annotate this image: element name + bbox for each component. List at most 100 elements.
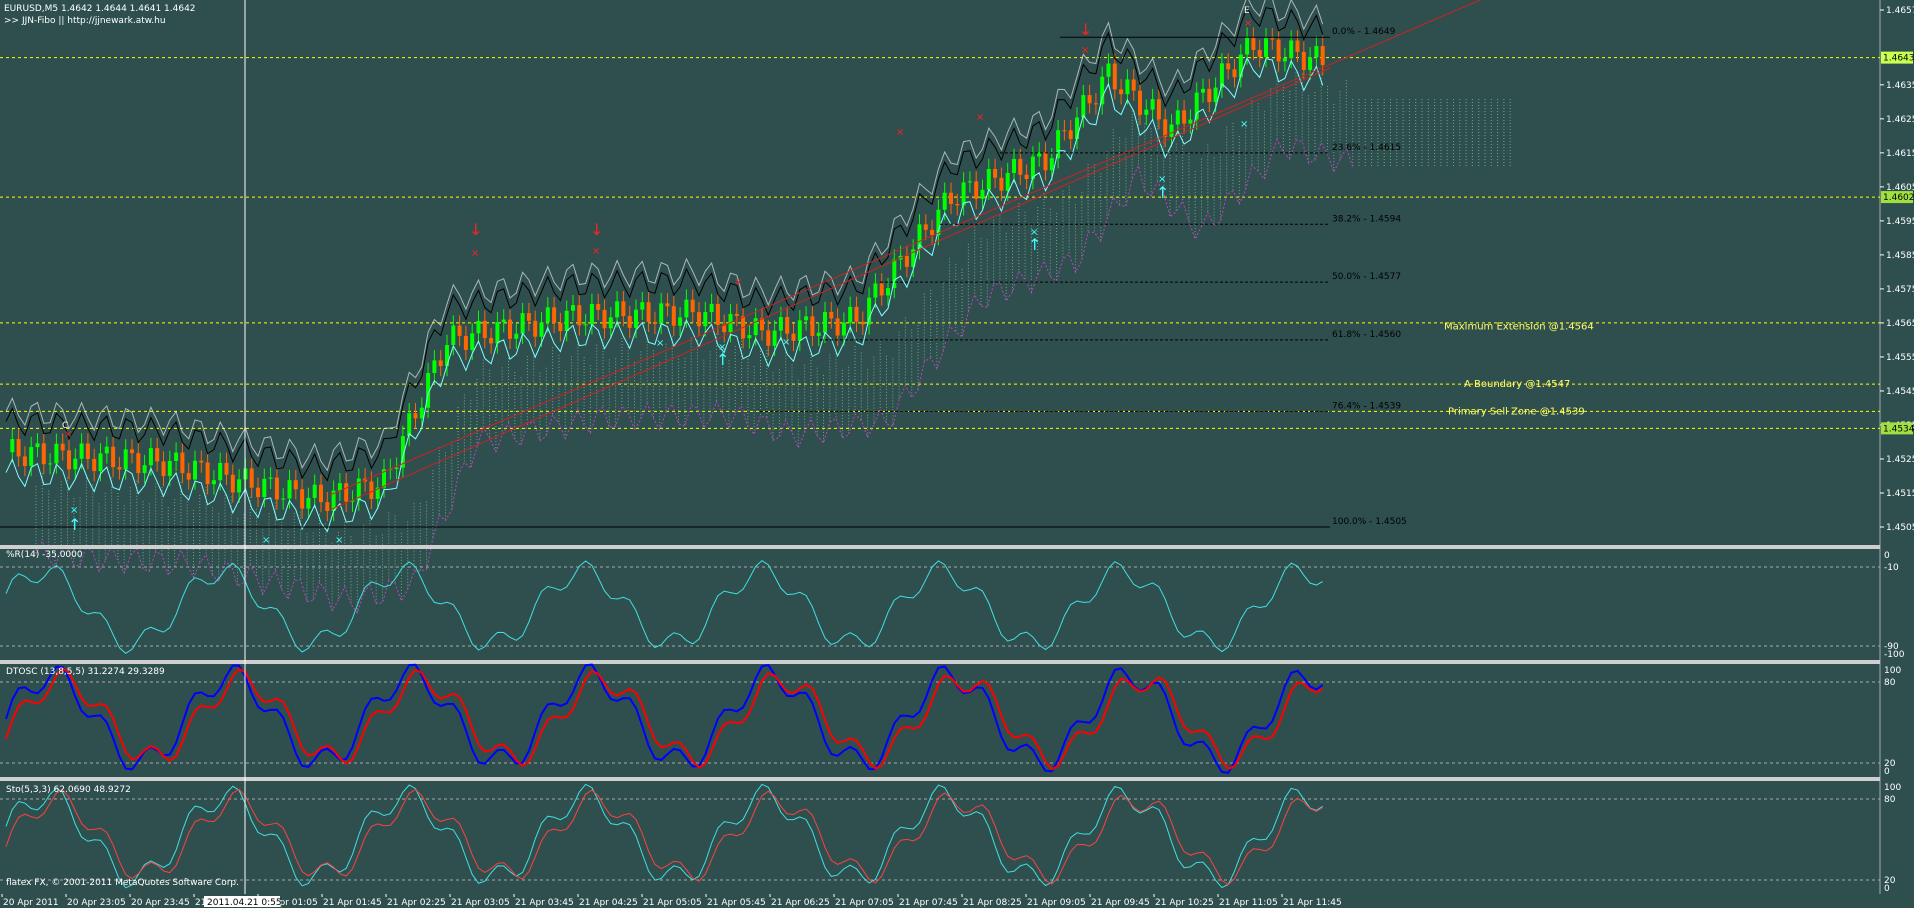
wpr-title: %R(14) -35.0000 — [6, 550, 83, 560]
candle-body — [690, 299, 695, 313]
candle-body — [268, 477, 273, 479]
candle-body — [1012, 158, 1016, 173]
candle-body — [1245, 37, 1250, 55]
candle-body — [281, 498, 286, 500]
panel-tick-label: 100 — [1884, 666, 1901, 676]
candle-body — [671, 306, 676, 326]
candle-body — [797, 320, 802, 341]
candle-body — [1308, 57, 1313, 70]
candle-body — [10, 439, 15, 453]
candle-body — [1238, 54, 1243, 78]
candle-body — [470, 333, 475, 350]
candle-body — [703, 311, 708, 327]
candle-body — [48, 463, 53, 465]
candle-body — [873, 283, 878, 298]
candle-body — [476, 320, 481, 334]
candle-body — [382, 469, 386, 488]
candle-body — [1226, 63, 1231, 70]
candle-body — [961, 182, 966, 206]
candle-body — [419, 407, 424, 419]
candle-body — [571, 305, 575, 311]
panel-separator[interactable] — [0, 545, 1880, 549]
crosshair-time-label: 2011.04.21 0:55 — [207, 898, 282, 908]
c-wave-label: C — [62, 421, 68, 431]
candle-body — [993, 168, 998, 178]
fib-label: 61.8% - 1.4560 — [1332, 330, 1401, 340]
candle-body — [810, 316, 815, 336]
candle-body — [772, 330, 777, 346]
candle-body — [886, 288, 890, 296]
williams-r-panel[interactable]: 0 -10 -90-100 — [0, 551, 1905, 660]
price-tick-label: 1.4595 — [1886, 217, 1914, 227]
fib-levels: 0.0% - 1.4649 23.6% - 1.4615 38.2% - 1.459… — [0, 27, 1407, 528]
cross-marker-icon: × — [70, 505, 78, 516]
panel-tick-label: -10 — [1884, 563, 1899, 573]
copyright-text: flatex FX, © 2001-2011 MetaQuotes Softwa… — [6, 878, 239, 888]
cross-marker-icon: × — [656, 338, 664, 349]
candle-body — [785, 317, 790, 334]
candle-body — [319, 484, 323, 503]
candle-body — [923, 224, 928, 230]
fib-label: 23.6% - 1.4615 — [1332, 143, 1401, 153]
candle-body — [709, 303, 714, 312]
stochastic-panel[interactable]: 100 80 200 — [0, 783, 1901, 894]
candle-body — [778, 317, 783, 331]
candle-body — [174, 452, 179, 461]
candle-body — [1207, 88, 1212, 103]
candle-body — [1037, 152, 1042, 157]
time-tick-label: 21 Apr 11:05 — [1219, 898, 1278, 908]
cross-marker-icon: × — [782, 337, 790, 348]
chikou-line — [5, 0, 1324, 472]
cross-marker-icon: × — [976, 112, 984, 123]
candle-body — [1087, 95, 1092, 104]
candle-body — [1169, 124, 1174, 137]
candle-body — [426, 372, 431, 408]
fib-label: 0.0% - 1.4649 — [1332, 27, 1396, 37]
time-tick-label: 20 Apr 2011 — [3, 898, 59, 908]
level-label: Maximum Extension @1.4564 — [1444, 321, 1594, 332]
williams-r-line — [5, 559, 1323, 655]
candle-body — [22, 456, 27, 466]
candle-body — [312, 484, 317, 498]
candle-body — [980, 189, 985, 199]
candle-body — [552, 307, 557, 323]
candle-body — [646, 302, 651, 322]
candle-body — [526, 313, 531, 321]
price-tick-label: 1.4605 — [1886, 183, 1914, 193]
candle-body — [867, 297, 872, 325]
candle-body — [1201, 88, 1205, 93]
candle-body — [407, 413, 412, 437]
price-tick-label: 1.4515 — [1886, 489, 1914, 499]
candle-body — [193, 460, 197, 480]
candle-body — [854, 306, 859, 322]
candle-body — [1213, 87, 1218, 103]
candle-body — [41, 443, 46, 465]
dtosc-panel[interactable]: 100 80 200 — [0, 663, 1901, 777]
dtosc-fast-line — [5, 663, 1324, 774]
candle-body — [841, 322, 846, 336]
price-panel[interactable] — [0, 0, 1880, 545]
candle-body — [1276, 39, 1281, 62]
cross-marker-icon: × — [592, 246, 600, 257]
candle-body — [495, 322, 500, 344]
panel-separator[interactable] — [0, 660, 1880, 664]
price-tag-label: 1.4602 — [1883, 193, 1914, 203]
candle-body — [161, 461, 166, 476]
candle-body — [230, 474, 235, 493]
candle-body — [678, 317, 683, 326]
cross-marker-icon: × — [734, 277, 742, 288]
time-tick-label: 21 Apr 03:45 — [515, 898, 574, 908]
fib-label: 100.0% - 1.4505 — [1332, 517, 1407, 527]
candle-body — [1112, 63, 1117, 90]
panel-tick-label: -100 — [1884, 650, 1905, 660]
panel-separator[interactable] — [0, 777, 1880, 781]
candle-body — [1024, 174, 1029, 180]
fib-label: 50.0% - 1.4577 — [1332, 272, 1401, 282]
time-tick-label: 21 Apr 01:05 — [259, 898, 318, 908]
candle-body — [35, 443, 40, 448]
candle-body — [356, 478, 361, 501]
candle-body — [1314, 46, 1319, 58]
candle-body — [1106, 63, 1111, 77]
candle-body — [394, 467, 399, 469]
